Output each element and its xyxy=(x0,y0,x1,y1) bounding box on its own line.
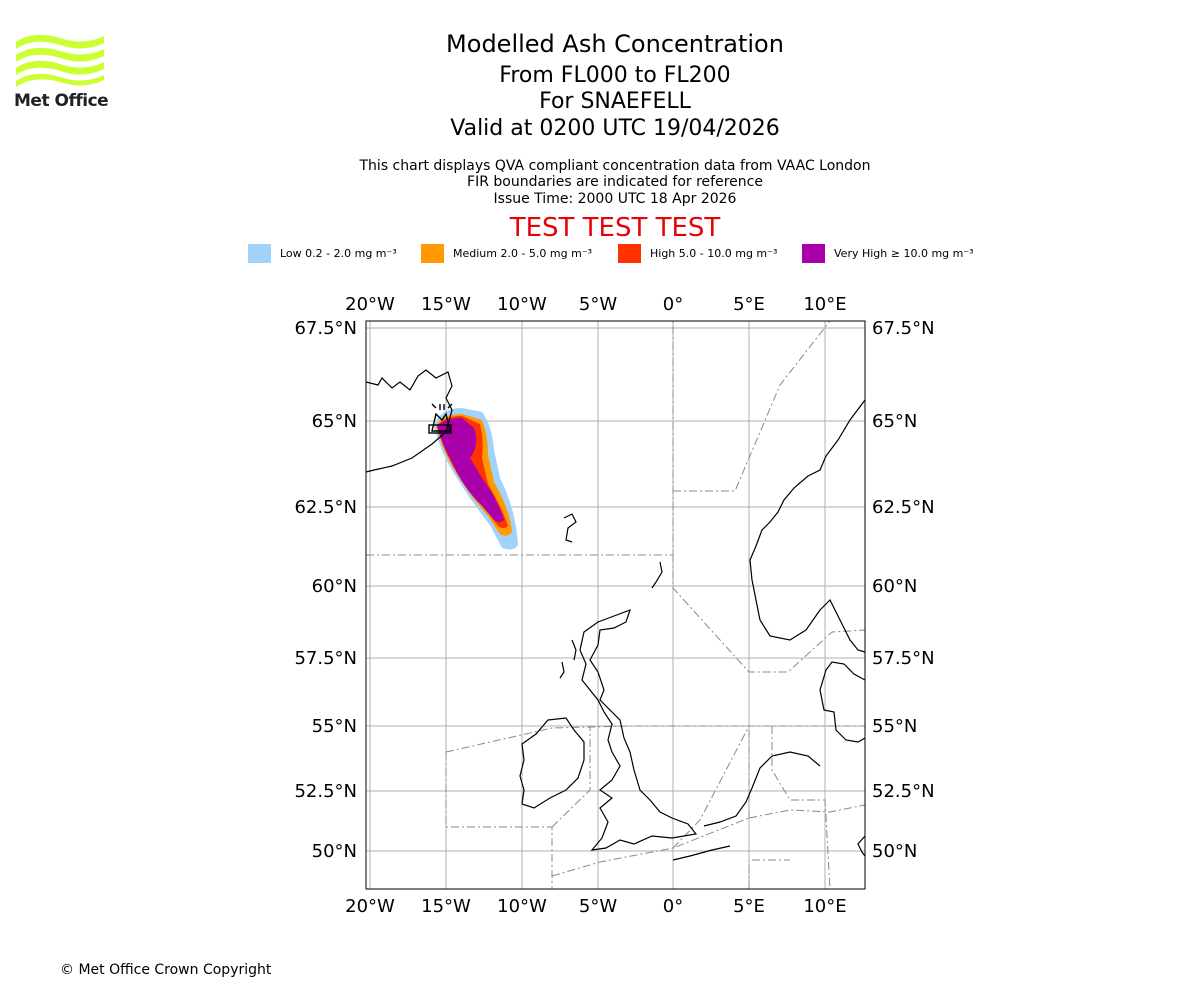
valid-time: Valid at 0200 UTC 19/04/2026 xyxy=(450,116,780,141)
legend-swatch-low xyxy=(248,244,271,263)
lat-tick-67-5n: 67.5°N xyxy=(872,318,935,339)
issue-time: Issue Time: 2000 UTC 18 Apr 2026 xyxy=(493,191,737,207)
lon-tick-5w: 5°W xyxy=(579,294,617,315)
fir-boundaries xyxy=(366,321,865,889)
lat-tick-60n: 60°N xyxy=(872,576,917,597)
qva-note: This chart displays QVA compliant concen… xyxy=(359,158,871,174)
ash-very-high xyxy=(437,418,504,522)
lat-tick-50n: 50°N xyxy=(872,841,917,862)
volcano-icon xyxy=(428,403,453,434)
lon-tick-20w: 20°W xyxy=(345,294,395,315)
lon-tick-5e: 5°E xyxy=(733,896,765,917)
ash-plume xyxy=(434,408,518,550)
legend-swatch-very-high xyxy=(802,244,825,263)
page-title: Modelled Ash Concentration xyxy=(446,30,784,58)
volcano-name: For SNAEFELL xyxy=(539,89,691,114)
met-office-logo-text: Met Office xyxy=(14,91,109,111)
lat-tick-55n: 55°N xyxy=(312,716,357,737)
lon-tick-10w: 10°W xyxy=(497,896,547,917)
lon-tick-15w: 15°W xyxy=(421,294,471,315)
lon-ticks-top: 20°W 15°W 10°W 5°W 0° 5°E 10°E xyxy=(345,294,846,315)
lat-tick-57-5n: 57.5°N xyxy=(872,648,935,669)
lat-tick-65n: 65°N xyxy=(872,411,917,432)
lon-tick-5w: 5°W xyxy=(579,896,617,917)
graticule xyxy=(366,321,865,889)
lon-tick-15w: 15°W xyxy=(421,896,471,917)
legend-label-very-high: Very High ≥ 10.0 mg m⁻³ xyxy=(834,247,974,260)
lon-tick-5e: 5°E xyxy=(733,294,765,315)
test-banner: TEST TEST TEST xyxy=(509,213,721,243)
lon-tick-20w: 20°W xyxy=(345,896,395,917)
met-office-logo xyxy=(16,34,104,87)
lon-tick-0: 0° xyxy=(663,294,683,315)
lat-tick-65n: 65°N xyxy=(312,411,357,432)
lat-ticks-right: 67.5°N 65°N 62.5°N 60°N 57.5°N 55°N 52.5… xyxy=(872,318,935,862)
lon-tick-10e: 10°E xyxy=(803,896,846,917)
copyright: © Met Office Crown Copyright xyxy=(60,962,272,978)
lon-tick-10e: 10°E xyxy=(803,294,846,315)
legend-swatch-medium xyxy=(421,244,444,263)
legend-swatch-high xyxy=(618,244,641,263)
coastlines xyxy=(366,369,865,861)
lat-tick-57-5n: 57.5°N xyxy=(294,648,357,669)
legend-label-low: Low 0.2 - 2.0 mg m⁻³ xyxy=(280,247,397,260)
lat-tick-62-5n: 62.5°N xyxy=(872,497,935,518)
lat-tick-55n: 55°N xyxy=(872,716,917,737)
lon-tick-10w: 10°W xyxy=(497,294,547,315)
lon-tick-0: 0° xyxy=(663,896,683,917)
flight-levels: From FL000 to FL200 xyxy=(499,63,731,88)
fir-note: FIR boundaries are indicated for referen… xyxy=(467,174,763,190)
lat-tick-62-5n: 62.5°N xyxy=(294,497,357,518)
legend-label-medium: Medium 2.0 - 5.0 mg m⁻³ xyxy=(453,247,593,260)
legend-label-high: High 5.0 - 10.0 mg m⁻³ xyxy=(650,247,778,260)
lat-tick-50n: 50°N xyxy=(312,841,357,862)
lat-ticks-left: 67.5°N 65°N 62.5°N 60°N 57.5°N 55°N 52.5… xyxy=(294,318,357,862)
lat-tick-52-5n: 52.5°N xyxy=(294,781,357,802)
lat-tick-60n: 60°N xyxy=(312,576,357,597)
lat-tick-52-5n: 52.5°N xyxy=(872,781,935,802)
map-frame xyxy=(365,320,866,890)
lat-tick-67-5n: 67.5°N xyxy=(294,318,357,339)
lon-ticks-bottom: 20°W 15°W 10°W 5°W 0° 5°E 10°E xyxy=(345,896,846,917)
